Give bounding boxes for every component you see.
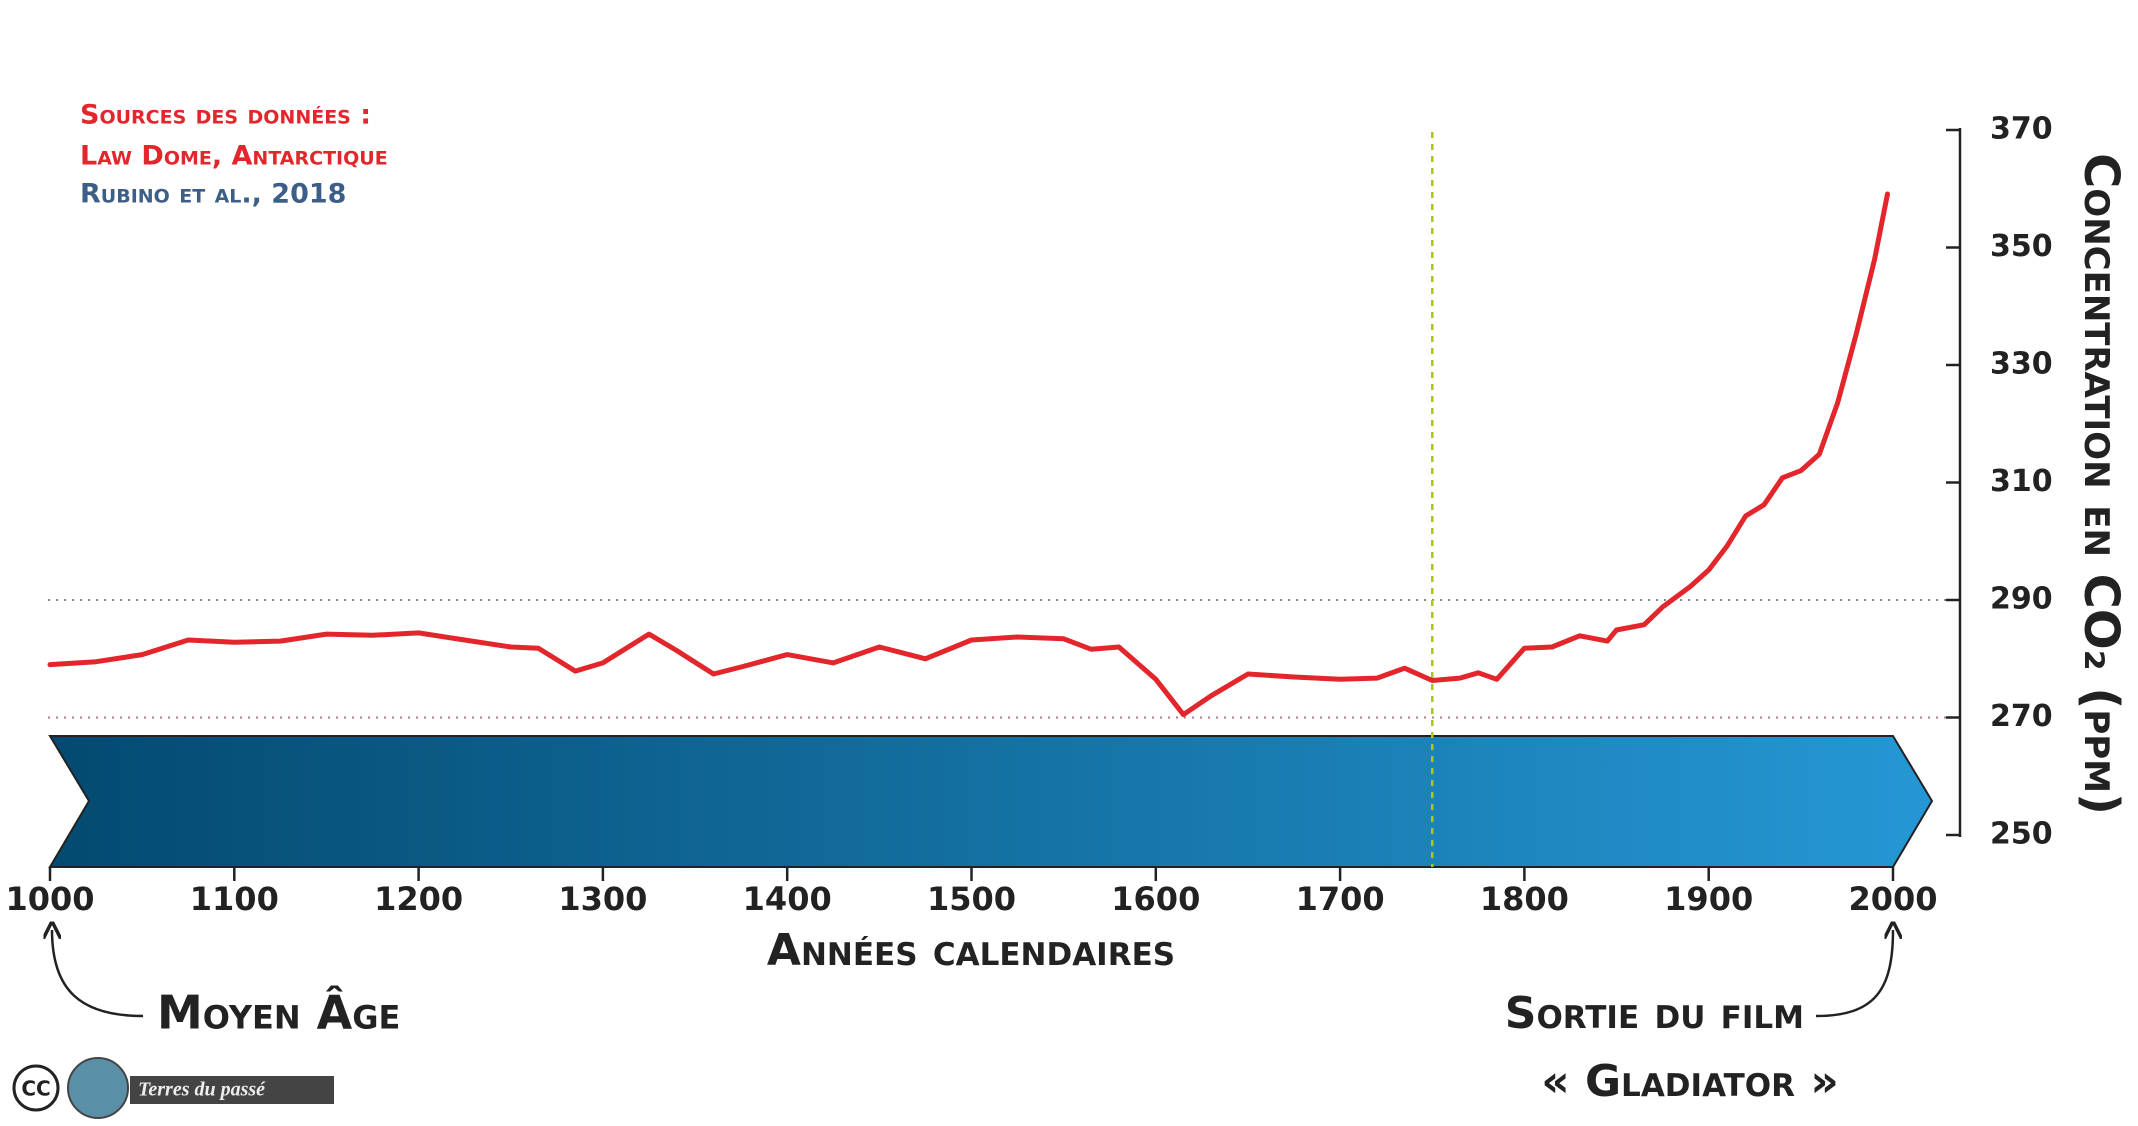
x-tick-label: 1700	[1296, 880, 1385, 918]
credit: Terres du passé	[138, 1079, 266, 1101]
license: CC	[21, 1077, 50, 1101]
x-tick-label: 2000	[1848, 880, 1937, 918]
source-line: Rubino et al., 2018	[80, 179, 346, 210]
data-line	[47, 191, 1890, 718]
x-tick-label: 1900	[1664, 880, 1753, 918]
x-tick-label: 1100	[190, 880, 279, 918]
y-tick-label: 270	[1990, 699, 2053, 734]
x-tick-label: 1500	[927, 880, 1016, 918]
y-tick-label: 330	[1990, 347, 2053, 382]
annotation: Moyen Âge	[157, 986, 400, 1040]
annotation-arrow	[52, 930, 144, 1018]
x-tick-label: 1200	[374, 880, 463, 918]
x-axis-label: Années calendaires	[767, 925, 1175, 976]
y-tick-label: 250	[1990, 817, 2053, 852]
y-tick-label: 310	[1990, 464, 2053, 499]
annotation: « Gladiator »	[1541, 1056, 1839, 1107]
x-tick-label: 1800	[1480, 880, 1569, 918]
x-tick-label: 1000	[5, 880, 94, 918]
y-axis-label: Concentration en CO₂ (ppm)	[2073, 153, 2129, 815]
source-line: Sources des données :	[80, 100, 371, 131]
y-tick-label: 290	[1990, 582, 2053, 617]
license-icon	[12, 1064, 60, 1112]
x-tick-label: 1300	[558, 880, 647, 918]
source-line: Law Dome, Antarctique	[80, 141, 388, 172]
time-band	[48, 735, 1934, 868]
x-tick-label: 1400	[743, 880, 832, 918]
annotation: Sortie du film	[1505, 988, 1804, 1039]
x-tick-label: 1600	[1111, 880, 1200, 918]
logo-globe	[67, 1057, 129, 1119]
annotation-arrow	[1815, 930, 1893, 1018]
credit-box	[130, 1076, 334, 1104]
y-tick-label: 370	[1990, 112, 2053, 147]
y-tick-label: 350	[1990, 229, 2053, 264]
